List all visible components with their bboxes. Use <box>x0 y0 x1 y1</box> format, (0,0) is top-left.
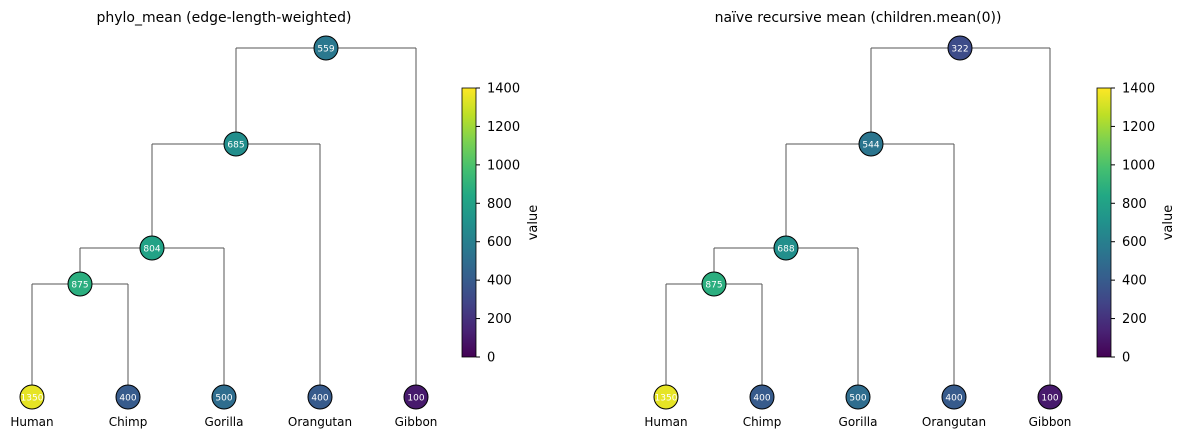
colorbar-tick-label: 1400 <box>1122 82 1155 97</box>
panel-2-title: naïve recursive mean (children.mean(0)) <box>715 10 1002 26</box>
node-value-label: 400 <box>945 394 962 404</box>
leaf-label: Gorilla <box>205 415 244 429</box>
leaf-node-orangutan <box>941 384 967 410</box>
leaf-node-gorilla <box>845 384 871 410</box>
colorbar-tick-label: 800 <box>1122 197 1147 212</box>
node-value-label: 559 <box>317 45 334 55</box>
leaf-label: Gibbon <box>1029 415 1072 429</box>
colorbar-tick-label: 600 <box>1122 235 1147 250</box>
node-value-label: 688 <box>777 245 794 255</box>
leaf-node-human <box>653 384 679 410</box>
leaf-node-chimp <box>749 384 775 410</box>
tree-panel-2: 875 688 544 322 1350 Human 400 Chimp 500 Gorilla 4… <box>644 35 1072 429</box>
leaf-label: Gibbon <box>395 415 438 429</box>
colorbar-tick-label: 400 <box>487 274 512 289</box>
node-value-label: 875 <box>71 281 88 291</box>
node-value-label: 544 <box>862 141 879 151</box>
node-value-label: 100 <box>407 394 424 404</box>
node-value-label: 400 <box>753 394 770 404</box>
node-value-label: 500 <box>849 394 866 404</box>
panel-1-title: phylo_mean (edge-length-weighted) <box>96 10 351 26</box>
node-value-label: 1350 <box>21 394 44 404</box>
colorbar-tick-label: 1200 <box>487 120 520 135</box>
node-value-label: 322 <box>951 45 968 55</box>
colorbar-tick-label: 800 <box>487 197 512 212</box>
leaf-label: Human <box>644 415 687 429</box>
node-value-label: 400 <box>119 394 136 404</box>
node-value-label: 875 <box>705 281 722 291</box>
leaf-label: Orangutan <box>922 415 986 429</box>
colorbar-tick-label: 1200 <box>1122 120 1155 135</box>
colorbar-tick-label: 1400 <box>487 82 520 97</box>
node-value-label: 1350 <box>655 394 678 404</box>
node-value-label: 804 <box>143 245 160 255</box>
tree-panel-1: 875 804 685 559 1350 Human 400 Chimp 500 Gorilla 4… <box>10 35 438 429</box>
colorbar-tick-label: 0 <box>487 351 495 366</box>
colorbar-tick-label: 1000 <box>1122 158 1155 173</box>
internal-node-n1 <box>67 271 93 297</box>
internal-node-n3 <box>858 131 884 157</box>
colorbar-tick-label: 200 <box>487 312 512 327</box>
colorbar-tick-label: 400 <box>1122 274 1147 289</box>
node-value-label: 500 <box>215 394 232 404</box>
internal-node-n2 <box>773 235 799 261</box>
leaf-label: Gorilla <box>839 415 878 429</box>
internal-node-root <box>947 35 973 61</box>
colorbar-label: value <box>526 205 541 241</box>
colorbar-label: value <box>1161 205 1176 241</box>
internal-node-n2 <box>139 235 165 261</box>
leaf-label: Chimp <box>109 415 148 429</box>
internal-node-root <box>313 35 339 61</box>
node-value-label: 685 <box>227 141 244 151</box>
internal-node-n1 <box>701 271 727 297</box>
colorbar-tick-label: 0 <box>1122 351 1130 366</box>
colorbar-gradient <box>1096 87 1112 358</box>
leaf-label: Chimp <box>743 415 782 429</box>
leaf-node-gibbon <box>1037 384 1063 410</box>
colorbar-tick-label: 600 <box>487 235 512 250</box>
leaf-node-gibbon <box>403 384 429 410</box>
leaf-node-chimp <box>115 384 141 410</box>
leaf-node-gorilla <box>211 384 237 410</box>
leaf-label: Human <box>10 415 53 429</box>
colorbar-tick-label: 200 <box>1122 312 1147 327</box>
internal-node-n3 <box>223 131 249 157</box>
leaf-node-orangutan <box>307 384 333 410</box>
leaf-node-human <box>19 384 45 410</box>
node-value-label: 100 <box>1041 394 1058 404</box>
node-value-label: 400 <box>311 394 328 404</box>
leaf-label: Orangutan <box>288 415 352 429</box>
colorbar-gradient <box>461 87 477 358</box>
colorbar-1: 0 200 400 600 800 1000 1200 1400 value <box>461 82 541 366</box>
colorbar-tick-label: 1000 <box>487 158 520 173</box>
colorbar-2: 0 200 400 600 800 1000 1200 1400 value <box>1096 82 1176 366</box>
